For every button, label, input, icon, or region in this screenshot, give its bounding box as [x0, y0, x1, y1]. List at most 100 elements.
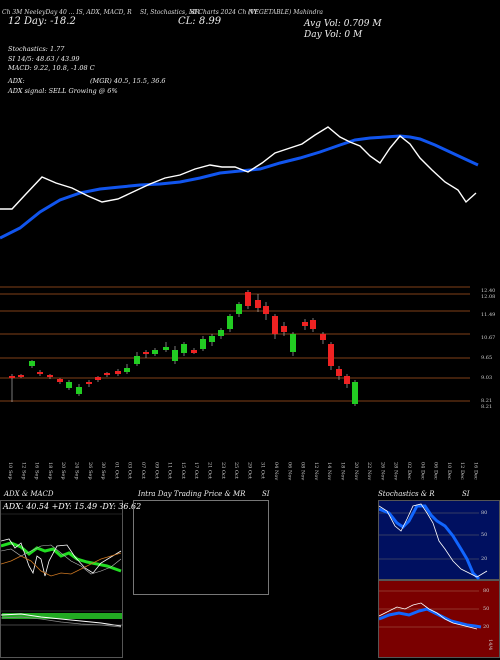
date-label: 06 Dec [432, 462, 439, 480]
candle-body [124, 368, 130, 372]
candle-body [255, 300, 261, 308]
candle-body [227, 316, 233, 329]
candle-body [245, 292, 251, 306]
date-axis: 10 Sep 12 Sep 16 Sep 18 Sep 20 Sep 24 Sep 26 S… [0, 462, 500, 498]
date-label: 04 Nov [273, 462, 279, 481]
date-label: 14 Nov [326, 462, 333, 481]
date-label: 12 Nov [312, 462, 319, 481]
header-title-mid2: SI Charts 2024 Ch NY [190, 9, 258, 16]
date-label: 18 Sep [46, 462, 53, 480]
candle-body [191, 350, 197, 353]
date-label: 17 Oct [193, 462, 200, 479]
date-label: 03 Oct [126, 462, 133, 479]
date-label: 25 Oct [233, 462, 240, 479]
candle-body [290, 334, 296, 352]
date-label: 24 Sep [73, 462, 80, 480]
date-label: 15 Oct [179, 462, 186, 479]
candle-body [57, 379, 63, 382]
candle-body [272, 316, 278, 334]
stochastics-panel: 80 50 20 [378, 500, 500, 581]
price-tick-4: 10.67 [481, 335, 496, 341]
rsi-panel: 80 50 20 14/4 [378, 580, 500, 658]
ema-line [0, 134, 479, 240]
price-tick-8: 8.21 [481, 404, 493, 410]
candle-body [218, 330, 224, 336]
info-stochastics: Stochastics: 1.77 [8, 45, 65, 53]
rsi-tick-20: 20 [483, 624, 490, 630]
candle-body [37, 372, 43, 374]
date-label: 09 Oct [153, 462, 160, 479]
candles-group [9, 290, 358, 406]
rsi-tick-80: 80 [483, 588, 490, 594]
stoch-panel-title-si: SI [462, 490, 470, 498]
rsi-tick-50: 50 [483, 606, 490, 612]
candle-body [95, 377, 101, 380]
candle-body [236, 304, 242, 314]
header-close: CL: 8.99 [178, 16, 222, 27]
date-label: 31 Oct [259, 462, 266, 479]
date-label: 20 Nov [352, 462, 359, 481]
candle-body [352, 382, 358, 404]
candle-body [143, 352, 149, 354]
stoch-tick-20: 20 [481, 556, 488, 562]
price-tick-7: 8.21 [481, 398, 493, 404]
info-adx-signal: ADX signal: SELL Growing @ 6% [8, 87, 118, 95]
adx-macd-panel: ADX: 40.54 +DY: 15.49 -DY: 36.62 [0, 500, 141, 658]
date-label: 18 Nov [339, 462, 346, 481]
header-title-mid: SI, Stochastics, MR [140, 9, 200, 16]
header-title-left: Ch 3M NeeleyDay 40 ... IS, ADX, MACD, R [2, 9, 132, 16]
stoch-tick-80: 80 [481, 510, 488, 516]
moving-average-panel [0, 126, 479, 240]
candle-body [134, 356, 140, 364]
header-day-vol: Day Vol: 0 M [304, 30, 363, 40]
info-adx-values: (MGR) 40.5, 15.5, 36.6 [90, 77, 166, 85]
info-si: SI 14/5: 48.63 / 43.99 [8, 55, 80, 63]
intra-panel-title-si: SI [262, 490, 270, 498]
date-label: 20 Sep [60, 462, 67, 480]
candle-body [320, 334, 326, 340]
candle-body [29, 361, 35, 366]
candle-body [336, 369, 342, 376]
candle-body [86, 382, 92, 384]
candle-body [163, 347, 169, 350]
date-label: 08 Nov [299, 462, 306, 481]
date-label: 10 Dec [445, 462, 452, 480]
date-label: 29 Oct [246, 462, 253, 479]
date-label: 10 Sep [7, 462, 13, 480]
info-macd: MACD: 9.22, 10.8, -1.08 C [8, 64, 95, 72]
info-adx-label: ADX: [8, 77, 25, 85]
price-tick-3: 11.49 [481, 312, 496, 318]
date-label: 04 Dec [419, 462, 426, 480]
candle-body [328, 344, 334, 366]
date-label: 11 Oct [166, 462, 173, 479]
date-label: 28 Nov [392, 462, 399, 481]
candle-body [302, 322, 308, 326]
date-label: 21 Oct [206, 462, 213, 479]
price-line [0, 126, 477, 210]
candle-body [209, 336, 215, 342]
candle-body [263, 306, 269, 314]
stoch-tick-50: 50 [481, 532, 488, 538]
date-label: 26 Sep [86, 462, 93, 480]
candle-body [344, 376, 350, 384]
header-day-change: Day: -18.2 [24, 16, 76, 27]
candle-body [152, 350, 158, 354]
rsi-lines [379, 590, 482, 630]
candle-body [172, 350, 178, 361]
candle-body [281, 326, 287, 332]
candle-body [18, 375, 24, 377]
date-label: 06 Nov [286, 462, 293, 481]
candle-body [115, 371, 121, 374]
price-tick-5: 9.65 [481, 355, 493, 361]
header-title-right: (VEGETABLE) Mahindra [248, 9, 323, 16]
candle-body [66, 382, 72, 388]
date-label: 02 Dec [406, 462, 412, 480]
header-avg-vol: Avg Vol: 0.709 M [304, 19, 382, 29]
price-candle-chart [0, 286, 470, 406]
candle-body [310, 320, 316, 329]
price-tick-6: 9.03 [481, 375, 493, 381]
rsi-tick-period: 14/4 [487, 639, 493, 651]
date-label: 23 Oct [219, 462, 226, 479]
stochastics-lines [379, 503, 488, 581]
adx-panel-title: ADX & MACD [4, 490, 54, 498]
